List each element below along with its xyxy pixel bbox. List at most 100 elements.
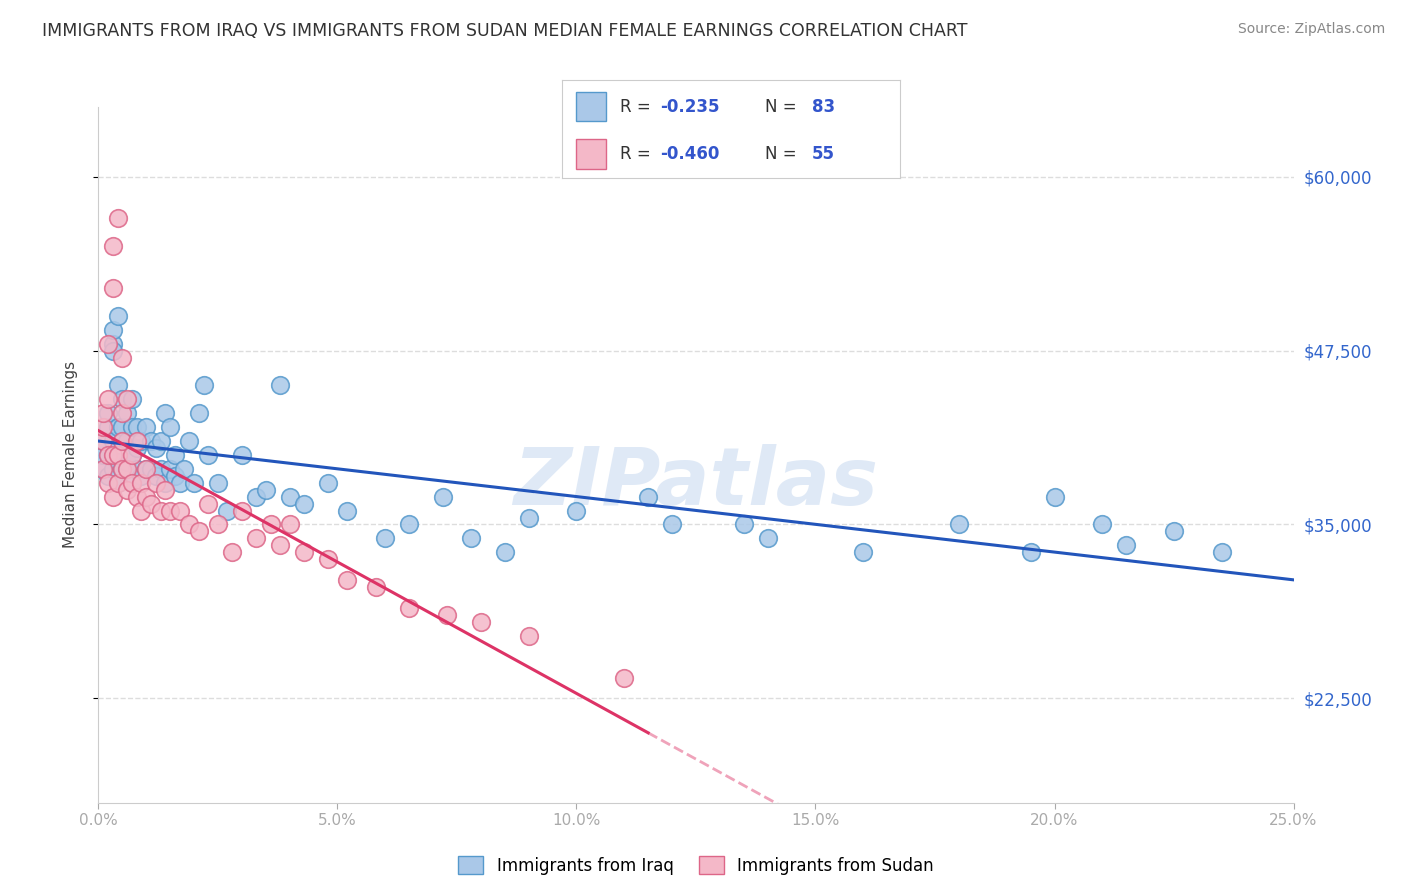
Point: [245, 490, 267, 504]
Point: [852, 545, 875, 559]
Point: [278, 490, 301, 504]
Point: [155, 406, 177, 420]
Point: [149, 434, 172, 448]
Text: N =: N =: [765, 145, 796, 163]
Point: [169, 503, 191, 517]
Point: [145, 475, 167, 490]
Point: [155, 483, 177, 497]
Text: ZIPatlas: ZIPatlas: [513, 443, 879, 522]
Point: [139, 434, 162, 448]
Point: [135, 490, 157, 504]
Point: [278, 517, 301, 532]
Point: [91, 462, 114, 476]
Point: [436, 607, 458, 622]
Point: [207, 517, 229, 532]
Point: [111, 434, 134, 448]
Point: [97, 392, 120, 407]
Y-axis label: Median Female Earnings: Median Female Earnings: [63, 361, 77, 549]
Point: [97, 420, 120, 434]
Point: [398, 517, 420, 532]
Point: [107, 475, 129, 490]
Text: -0.235: -0.235: [661, 98, 720, 116]
Point: [1115, 538, 1137, 552]
Point: [97, 336, 120, 351]
Point: [316, 552, 339, 566]
Text: R =: R =: [620, 98, 651, 116]
Text: N =: N =: [765, 98, 796, 116]
Point: [91, 420, 114, 434]
Point: [432, 490, 454, 504]
Point: [121, 392, 143, 407]
Point: [111, 392, 134, 407]
Point: [101, 239, 124, 253]
Point: [149, 503, 172, 517]
Point: [948, 517, 970, 532]
Point: [756, 532, 779, 546]
Point: [91, 434, 114, 448]
Point: [115, 406, 138, 420]
Point: [91, 462, 114, 476]
Point: [149, 462, 172, 476]
Text: 83: 83: [813, 98, 835, 116]
Point: [565, 503, 588, 517]
Point: [115, 483, 138, 497]
Text: 55: 55: [813, 145, 835, 163]
Point: [131, 475, 153, 490]
Point: [1211, 545, 1233, 559]
Point: [398, 601, 420, 615]
Point: [91, 406, 114, 420]
Point: [637, 490, 659, 504]
Point: [135, 462, 157, 476]
Point: [101, 343, 124, 358]
Point: [125, 441, 148, 455]
Point: [1019, 545, 1042, 559]
Point: [661, 517, 683, 532]
Point: [1091, 517, 1114, 532]
Legend: Immigrants from Iraq, Immigrants from Sudan: Immigrants from Iraq, Immigrants from Su…: [451, 849, 941, 881]
Point: [517, 629, 540, 643]
Point: [111, 462, 134, 476]
Point: [107, 448, 129, 462]
Point: [173, 462, 195, 476]
Point: [121, 475, 143, 490]
Point: [159, 462, 181, 476]
Point: [91, 448, 114, 462]
Point: [101, 490, 124, 504]
Point: [179, 434, 201, 448]
Point: [107, 475, 129, 490]
Point: [107, 420, 129, 434]
Point: [121, 448, 143, 462]
Point: [131, 468, 153, 483]
Point: [97, 468, 120, 483]
Point: [231, 448, 253, 462]
Point: [231, 503, 253, 517]
Point: [115, 455, 138, 469]
Point: [111, 434, 134, 448]
Point: [135, 420, 157, 434]
Point: [107, 211, 129, 226]
Point: [163, 468, 186, 483]
Point: [115, 462, 138, 476]
Point: [187, 406, 209, 420]
Point: [101, 448, 124, 462]
Point: [269, 378, 291, 392]
Point: [269, 538, 291, 552]
Point: [316, 475, 339, 490]
Point: [163, 448, 186, 462]
Point: [111, 462, 134, 476]
Point: [187, 524, 209, 539]
Point: [101, 336, 124, 351]
Point: [245, 532, 267, 546]
Point: [494, 545, 516, 559]
Point: [135, 462, 157, 476]
Point: [131, 503, 153, 517]
Point: [183, 475, 205, 490]
Point: [1163, 524, 1185, 539]
Point: [97, 448, 120, 462]
Point: [193, 378, 215, 392]
Point: [364, 580, 387, 594]
Point: [517, 510, 540, 524]
Point: [121, 448, 143, 462]
Point: [159, 420, 181, 434]
Point: [217, 503, 239, 517]
